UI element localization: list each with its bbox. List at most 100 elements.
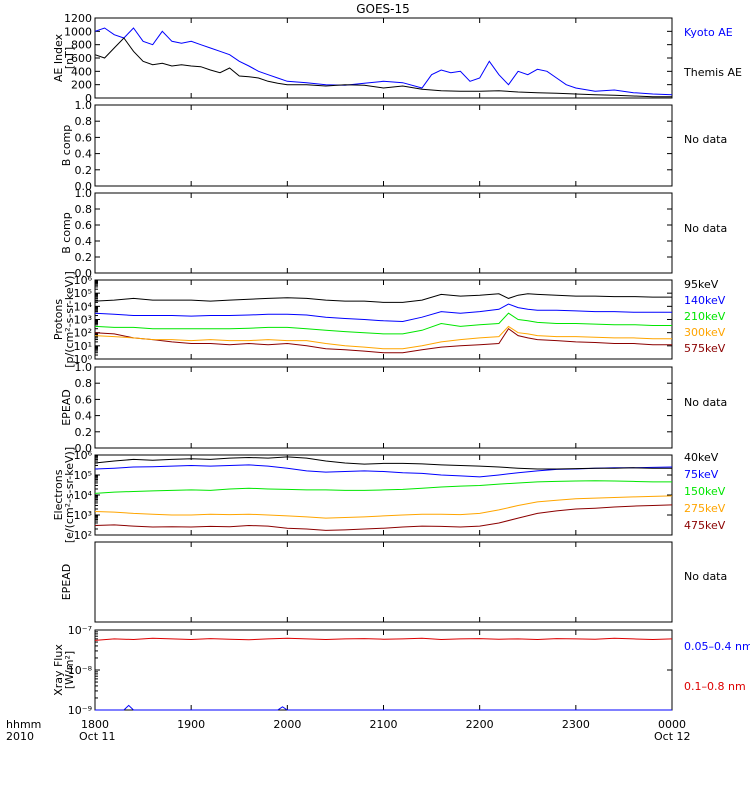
panel-5: 0.0 0.2 0.4 0.6 0.8 1.0 EPEAD No data: [60, 361, 727, 455]
y-tick-label: 10⁶: [74, 274, 93, 287]
time-tick-label: 1900: [177, 718, 205, 731]
y-tick-label: 200: [71, 79, 92, 92]
y-tick-label: 1.0: [75, 361, 93, 374]
y-tick-label: 0.8: [75, 203, 93, 216]
legend-entry: Themis AE: [683, 66, 742, 79]
y-tick-label: 10⁻⁹: [68, 704, 92, 717]
time-tick-label: 2000: [273, 718, 301, 731]
legend-entry: 0.05–0.4 nm: [684, 640, 750, 653]
time-axis-start-date: Oct 11: [79, 730, 116, 743]
y-tick-label: 0.8: [75, 377, 93, 390]
series-line: [94, 293, 672, 303]
no-data-label: No data: [684, 133, 727, 146]
legend-entry: 150keV: [684, 485, 726, 498]
y-tick-label: 10³: [74, 314, 92, 327]
panel-4: 10⁰10¹10²10³10⁴10⁵10⁶Protons[p/(cm²-s-sr…: [52, 271, 726, 368]
y-tick-label: 1200: [64, 12, 92, 25]
series-line: [94, 27, 673, 96]
time-tick-label: 2200: [466, 718, 494, 731]
legend-entry: 275keV: [684, 502, 726, 515]
no-data-label: No data: [684, 570, 727, 583]
y-tick-label: 10⁴: [74, 489, 93, 502]
y-tick-label: 10¹: [74, 340, 92, 353]
series-line: [94, 325, 672, 350]
y-tick-label: 10⁰: [74, 353, 93, 366]
panel-frame: [94, 629, 673, 711]
series-line: [94, 504, 673, 531]
y-tick-label: 0.4: [75, 148, 93, 161]
y-tick-label: 0.0: [75, 442, 93, 455]
legend-entry: 0.1–0.8 nm: [684, 680, 746, 693]
legend-entry: 210keV: [684, 310, 726, 323]
panel-frame: [94, 104, 673, 187]
panel-2: 0.0 0.2 0.4 0.6 0.8 1.0B comp No data: [60, 99, 727, 193]
y-axis-label: EPEAD: [60, 389, 73, 426]
legend-entry: 475keV: [684, 519, 726, 532]
legend-entry: 75keV: [684, 468, 719, 481]
y-tick-label: 10⁵: [74, 469, 92, 482]
y-tick-label: 10²: [74, 529, 92, 542]
legend-entry: 40keV: [684, 451, 719, 464]
time-axis-row2-label: 2010: [6, 730, 34, 743]
y-axis-label: B comp: [60, 212, 73, 254]
y-tick-label: 10⁵: [74, 287, 92, 300]
y-tick-label: 10²: [74, 327, 92, 340]
y-axis-label: B comp: [60, 125, 73, 167]
time-tick-label: 2300: [562, 718, 590, 731]
y-axis-label: AE Index[nT]: [52, 33, 76, 82]
y-tick-label: 0.8: [75, 115, 93, 128]
series-line: [94, 464, 673, 478]
series-line: [95, 704, 672, 711]
panel-frame: [94, 192, 673, 274]
y-tick-label: 10⁻⁸: [68, 664, 93, 677]
legend-entry: 140keV: [684, 294, 726, 307]
y-tick-label: 0.0: [75, 267, 93, 280]
y-tick-label: 0.4: [75, 410, 93, 423]
panel-7: EPEAD No data: [60, 541, 727, 623]
series-line: [94, 495, 673, 519]
legend-entry: 575keV: [684, 342, 726, 355]
y-tick-label: 0.0: [75, 180, 93, 193]
y-tick-label: 10⁴: [74, 300, 93, 313]
series-line: [94, 456, 672, 470]
y-tick-label: 0.2: [75, 251, 93, 264]
panel-frame: [94, 17, 673, 99]
y-tick-label: 0.6: [75, 219, 93, 232]
panel-6: 10² 10³ 10⁴ 10⁵ 10⁶Electrons[e/(cm²-s-sr-keV…: [52, 447, 726, 543]
time-tick-label: 0000: [658, 718, 686, 731]
y-tick-label: 0.4: [75, 235, 93, 248]
series-line: [94, 312, 672, 335]
y-axis-label: Electrons[e/(cm²-s-sr-keV)]: [52, 447, 76, 543]
y-tick-label: 800: [71, 39, 92, 52]
y-tick-label: 10⁶: [74, 449, 93, 462]
series-line: [94, 37, 672, 98]
y-tick-label: 0.2: [75, 426, 93, 439]
chart-title: GOES-15: [356, 2, 410, 16]
y-tick-label: 0.2: [75, 164, 93, 177]
series-line: [94, 480, 672, 494]
panel-3: 0.0 0.2 0.4 0.6 0.8 1.0B comp No data: [60, 187, 727, 280]
time-axis-end-date: Oct 12: [654, 730, 691, 743]
y-tick-label: 10³: [74, 509, 92, 522]
y-tick-label: 0: [85, 92, 92, 105]
time-tick-label: 2100: [370, 718, 398, 731]
time-tick-label: 1800: [81, 718, 109, 731]
y-tick-label: 0.6: [75, 393, 93, 406]
y-axis-label: Protons[p/(cm²-s-sr-keV)]: [52, 271, 76, 368]
y-tick-label: 600: [71, 52, 92, 65]
legend-entry: 95keV: [684, 278, 719, 291]
panel-frame: [94, 279, 673, 360]
legend-entry: Kyoto AE: [684, 26, 733, 39]
panel-frame: [94, 454, 673, 536]
no-data-label: No data: [684, 222, 727, 235]
y-axis-label: Xray Flux[W/m²]: [52, 644, 76, 696]
no-data-label: No data: [684, 396, 727, 409]
y-axis-label: EPEAD: [60, 564, 73, 601]
panel-8: 10⁻⁹ 10⁻⁸ 10⁻⁷ Xray Flux[W/m²] 0.05–0.4 nm 0.…: [52, 624, 750, 717]
y-tick-label: 1000: [64, 25, 92, 38]
y-tick-label: 0.6: [75, 131, 93, 144]
series-line: [94, 303, 672, 323]
time-axis: hhmm 2010 Oct 11 Oct 12 1800 1900 2000 2100…: [6, 718, 691, 743]
